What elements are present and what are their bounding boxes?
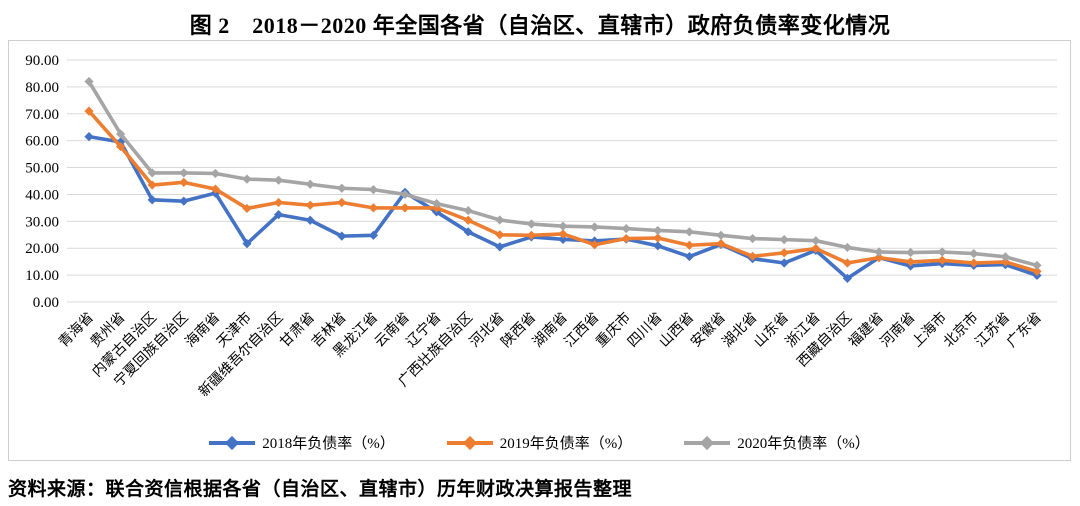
svg-text:70.00: 70.00 <box>25 107 59 123</box>
svg-text:云南省: 云南省 <box>372 310 413 351</box>
line-diamond-marker-icon <box>684 435 731 450</box>
svg-text:80.00: 80.00 <box>25 80 59 96</box>
legend-item-2020: 2020年负债率（%） <box>684 432 870 453</box>
chart-title: 图 2 2018－2020 年全国各省（自治区、直辖市）政府负债率变化情况 <box>189 13 891 38</box>
svg-text:河南省: 河南省 <box>877 310 918 351</box>
svg-text:北京市: 北京市 <box>940 309 982 351</box>
svg-text:0.00: 0.00 <box>33 295 59 311</box>
svg-text:青海省: 青海省 <box>56 310 97 351</box>
svg-text:60.00: 60.00 <box>25 134 59 150</box>
svg-text:40.00: 40.00 <box>25 187 59 203</box>
svg-text:10.00: 10.00 <box>25 268 59 284</box>
legend-item-2019: 2019年负债率（%） <box>446 432 633 453</box>
svg-text:福建省: 福建省 <box>846 310 887 351</box>
svg-text:重庆市: 重庆市 <box>592 309 634 351</box>
svg-text:山东省: 山东省 <box>751 310 792 351</box>
svg-text:上海市: 上海市 <box>908 309 950 351</box>
line-diamond-marker-icon <box>209 435 256 450</box>
line-diamond-marker-icon <box>446 435 493 450</box>
source-note: 资料来源：联合资信根据各省（自治区、直辖市）历年财政决算报告整理 <box>8 479 633 500</box>
svg-text:广东省: 广东省 <box>1004 310 1045 351</box>
debt-ratio-line-chart: 0.00 10.00 20.00 30.00 40.00 50.00 60.00 70.00 8… <box>25 53 1057 400</box>
legend-label-2020: 2020年负债率（%） <box>737 436 870 452</box>
svg-text:河北省: 河北省 <box>467 310 508 351</box>
svg-text:江苏省: 江苏省 <box>972 310 1013 351</box>
svg-text:20.00: 20.00 <box>25 241 59 257</box>
svg-text:湖北省: 湖北省 <box>719 310 760 351</box>
legend-label-2018: 2018年负债率（%） <box>262 436 395 452</box>
svg-text:湖南省: 湖南省 <box>530 310 571 351</box>
svg-text:安徽省: 安徽省 <box>688 310 729 351</box>
svg-text:四川省: 四川省 <box>625 310 666 351</box>
svg-text:海南省: 海南省 <box>182 310 223 351</box>
svg-text:山西省: 山西省 <box>656 310 697 351</box>
svg-text:30.00: 30.00 <box>25 214 59 230</box>
chart-legend: 2018年负债率（%） 2019年负债率（%） 2020年负债率（%） <box>9 432 1070 453</box>
svg-text:陕西省: 陕西省 <box>498 310 539 351</box>
chart-frame: 0.00 10.00 20.00 30.00 40.00 50.00 60.00 70.00 8… <box>8 40 1071 461</box>
svg-text:甘肃省: 甘肃省 <box>277 310 318 351</box>
svg-text:江西省: 江西省 <box>561 310 602 351</box>
legend-item-2018: 2018年负债率（%） <box>209 432 395 453</box>
legend-label-2019: 2019年负债率（%） <box>499 436 633 452</box>
svg-text:90.00: 90.00 <box>25 53 59 69</box>
svg-text:50.00: 50.00 <box>25 161 59 177</box>
